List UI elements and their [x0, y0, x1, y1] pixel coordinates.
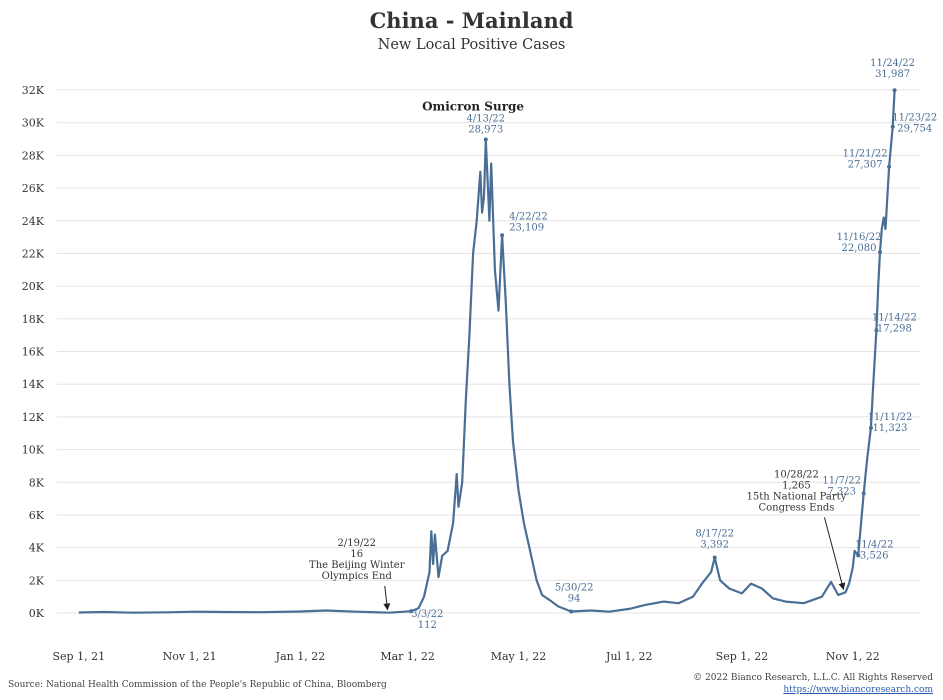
annotation-marker [569, 609, 574, 614]
series-line [78, 90, 896, 614]
x-tick-label: May 1, 22 [491, 650, 547, 663]
annotation-label: 11/24/22 [870, 58, 915, 69]
copyright-text: © 2022 Bianco Research, L.L.C. All Right… [693, 673, 933, 683]
y-tick-label: 6K [29, 509, 45, 522]
y-tick-label: 0K [29, 607, 45, 620]
y-tick-label: 2K [29, 574, 45, 587]
copyright-block: © 2022 Bianco Research, L.L.C. All Right… [693, 672, 933, 696]
annotation-marker [878, 250, 883, 255]
annotation-label: 3,526 [860, 550, 889, 561]
annotation-label: 3,392 [700, 540, 729, 551]
annotation-label: 31,987 [875, 69, 910, 80]
y-tick-label: 18K [22, 313, 45, 326]
annotation-label: 23,109 [509, 222, 544, 233]
annotation-label: 11/14/22 [872, 312, 917, 323]
website-link[interactable]: https://www.biancoresearch.com [783, 685, 933, 695]
chart-title: China - Mainland [369, 8, 574, 33]
annotation-marker [892, 88, 897, 93]
annotation-label: 11/21/22 [843, 149, 888, 160]
annotation-marker [890, 124, 895, 129]
callout-label: 1,265 [782, 480, 811, 491]
annotation-marker [856, 553, 861, 558]
y-tick-label: 28K [22, 149, 45, 162]
callout-arrow [823, 517, 846, 591]
x-tick-label: Jul 1, 22 [605, 650, 653, 663]
x-tick-label: Sep 1, 22 [716, 650, 769, 663]
annotation-label: 7,323 [827, 486, 856, 497]
x-tick-label: Sep 1, 21 [53, 650, 106, 663]
annotation-label: 8/17/22 [695, 529, 734, 540]
y-tick-label: 20K [22, 280, 45, 293]
y-tick-label: 24K [22, 215, 45, 228]
x-tick-label: Mar 1, 22 [380, 650, 435, 663]
callout-label: 10/28/22 [774, 469, 819, 480]
annotation-marker [500, 233, 505, 238]
annotation-label: 11/4/22 [855, 539, 894, 550]
x-tick-label: Jan 1, 22 [275, 650, 326, 663]
annotation-label: 11,323 [872, 423, 907, 434]
event-label: Omicron Surge [422, 99, 524, 113]
callout-label: 15th National Party [747, 491, 847, 502]
annotation-label: 11/23/22 [892, 113, 937, 124]
annotation-label: 22,080 [842, 243, 877, 254]
x-tick-label: Nov 1, 21 [163, 650, 217, 663]
chart-subtitle: New Local Positive Cases [377, 37, 566, 53]
annotation-label: 11/7/22 [822, 475, 861, 486]
source-note: Source: National Health Commission of th… [8, 680, 387, 690]
callout-arrow [383, 585, 391, 611]
annotation-label: 5/30/22 [555, 582, 594, 593]
annotation-label: 11/11/22 [867, 412, 912, 423]
y-tick-label: 10K [22, 444, 45, 457]
y-tick-label: 30K [22, 117, 45, 130]
annotation-label: 4/22/22 [509, 211, 548, 222]
callout-label: Congress Ends [758, 502, 834, 513]
y-tick-label: 26K [22, 182, 45, 195]
x-tick-label: Nov 1, 22 [826, 650, 880, 663]
y-tick-label: 4K [29, 542, 45, 555]
annotation-label: 17,298 [877, 323, 912, 334]
annotation-marker [409, 609, 414, 614]
y-tick-label: 22K [22, 247, 45, 260]
y-tick-label: 16K [22, 346, 45, 359]
annotation-marker [861, 491, 866, 496]
y-tick-label: 8K [29, 476, 45, 489]
annotation-label: 3/3/22 [411, 609, 443, 620]
annotation-label: 94 [568, 593, 581, 604]
y-tick-label: 14K [22, 378, 45, 391]
annotation-label: 27,307 [848, 160, 883, 171]
callout-label: Olympics End [322, 571, 393, 582]
annotation-label: 112 [418, 620, 437, 631]
annotation-marker [868, 425, 873, 430]
annotation-label: 11/16/22 [837, 232, 882, 243]
callout-label: 16 [350, 549, 363, 560]
annotation-label: 4/13/22 [466, 113, 505, 124]
annotation-marker [887, 164, 892, 169]
callout-label: 2/19/22 [337, 538, 376, 549]
annotation-label: 29,754 [897, 124, 932, 135]
annotation-label: 28,973 [468, 124, 503, 135]
y-tick-label: 32K [22, 84, 45, 97]
annotation-marker [874, 328, 879, 333]
y-tick-label: 12K [22, 411, 45, 424]
annotation-marker [483, 137, 488, 142]
callout-label: The Beijing Winter [309, 560, 405, 571]
annotation-marker [712, 555, 717, 560]
